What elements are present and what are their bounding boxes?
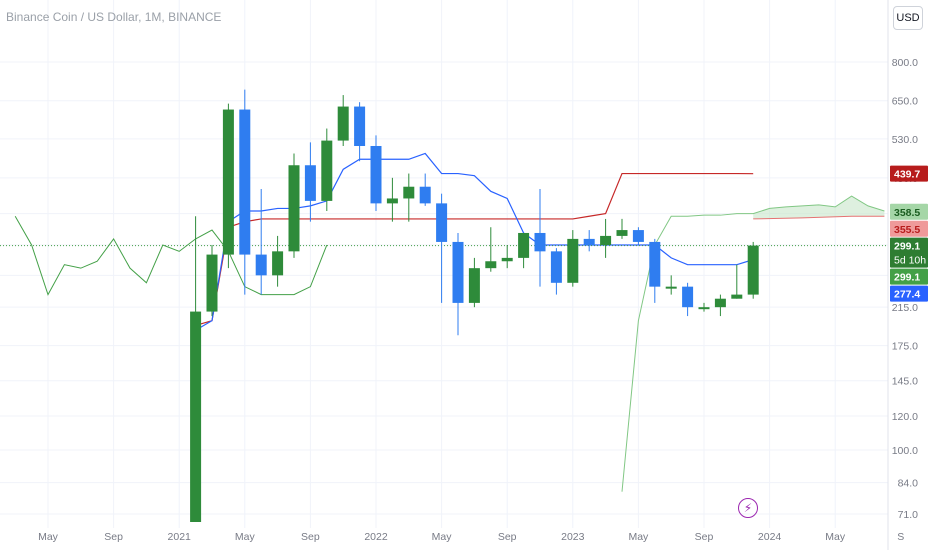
- x-tick-label: Sep: [301, 531, 320, 543]
- y-tick-label: 175.0: [892, 341, 918, 353]
- price-label: 439.7: [894, 169, 920, 181]
- candle-body: [468, 268, 480, 303]
- x-tick-label: May: [235, 531, 256, 543]
- candle-body: [501, 257, 513, 262]
- candle-body: [452, 241, 464, 303]
- senkou-span-b-line: [753, 215, 885, 220]
- candle-body: [485, 261, 497, 269]
- candle-body: [567, 238, 579, 283]
- y-tick-label: 71.0: [898, 509, 919, 521]
- lightning-icon[interactable]: ⚡: [738, 498, 758, 518]
- candle-body: [272, 251, 284, 276]
- candle-body: [288, 165, 300, 252]
- x-tick-label: S: [897, 531, 904, 543]
- candle-body: [354, 106, 366, 146]
- candle-body: [370, 145, 382, 204]
- price-label: 355.5: [894, 224, 920, 236]
- lagging-span-line: [14, 216, 328, 296]
- candle-body: [304, 165, 316, 201]
- y-tick-label: 530.0: [892, 134, 918, 146]
- price-label-box: [890, 285, 928, 302]
- candle-body: [731, 294, 743, 299]
- senkou-span-a-line: [621, 195, 885, 492]
- candle-body: [419, 186, 431, 204]
- candle-body: [698, 307, 710, 310]
- candle-body: [632, 230, 644, 242]
- x-tick-label: 2021: [168, 531, 192, 543]
- candle-body: [337, 106, 349, 141]
- currency-button[interactable]: USD: [893, 6, 923, 30]
- candle-body: [649, 241, 661, 287]
- candle-body: [386, 198, 398, 204]
- price-label-box: [890, 237, 928, 268]
- x-tick-label: May: [825, 531, 846, 543]
- candle-body: [321, 140, 333, 201]
- candle-body: [747, 245, 759, 295]
- candle-body: [518, 232, 530, 258]
- y-tick-label: 800.0: [892, 57, 918, 69]
- candle-body: [534, 232, 546, 252]
- price-label-box: [890, 165, 928, 182]
- y-tick-label: 215.0: [892, 302, 918, 314]
- y-tick-label: 100.0: [892, 445, 918, 457]
- candle-body: [206, 254, 218, 312]
- price-label: 358.5: [894, 207, 920, 219]
- candle-body: [682, 286, 694, 308]
- price-label-box: [890, 220, 928, 237]
- price-label-box: [890, 203, 928, 220]
- candle-body: [600, 235, 612, 246]
- price-label: 277.4: [894, 289, 920, 301]
- y-tick-label: 650.0: [892, 96, 918, 108]
- candle-body: [239, 109, 251, 255]
- chart-title: Binance Coin / US Dollar, 1M, BINANCE: [6, 10, 222, 24]
- candle-body: [222, 109, 234, 255]
- candle-body: [436, 203, 448, 242]
- price-label: 299.1: [894, 241, 920, 253]
- y-tick-label: 120.0: [892, 411, 918, 423]
- x-tick-label: May: [628, 531, 649, 543]
- x-tick-label: 2023: [561, 531, 585, 543]
- x-tick-label: 2024: [758, 531, 782, 543]
- countdown-label: 5d 10h: [894, 255, 926, 267]
- candle-body: [190, 311, 202, 522]
- y-tick-label: 84.0: [898, 478, 919, 490]
- x-tick-label: Sep: [498, 531, 517, 543]
- price-label: 299.1: [894, 272, 920, 284]
- candle-body: [550, 251, 562, 283]
- x-tick-label: Sep: [695, 531, 714, 543]
- price-label-box: [890, 268, 928, 285]
- candle-body: [583, 238, 595, 246]
- candle-body: [665, 286, 677, 289]
- candle-body: [616, 230, 628, 236]
- x-tick-label: May: [432, 531, 453, 543]
- ichimoku-cloud: [753, 196, 885, 219]
- candle-body: [403, 186, 415, 199]
- candle-body: [255, 254, 267, 276]
- y-tick-label: 145.0: [892, 376, 918, 388]
- x-tick-label: 2022: [364, 531, 388, 543]
- candle-body: [714, 298, 726, 308]
- x-tick-label: Sep: [104, 531, 123, 543]
- x-tick-label: May: [38, 531, 59, 543]
